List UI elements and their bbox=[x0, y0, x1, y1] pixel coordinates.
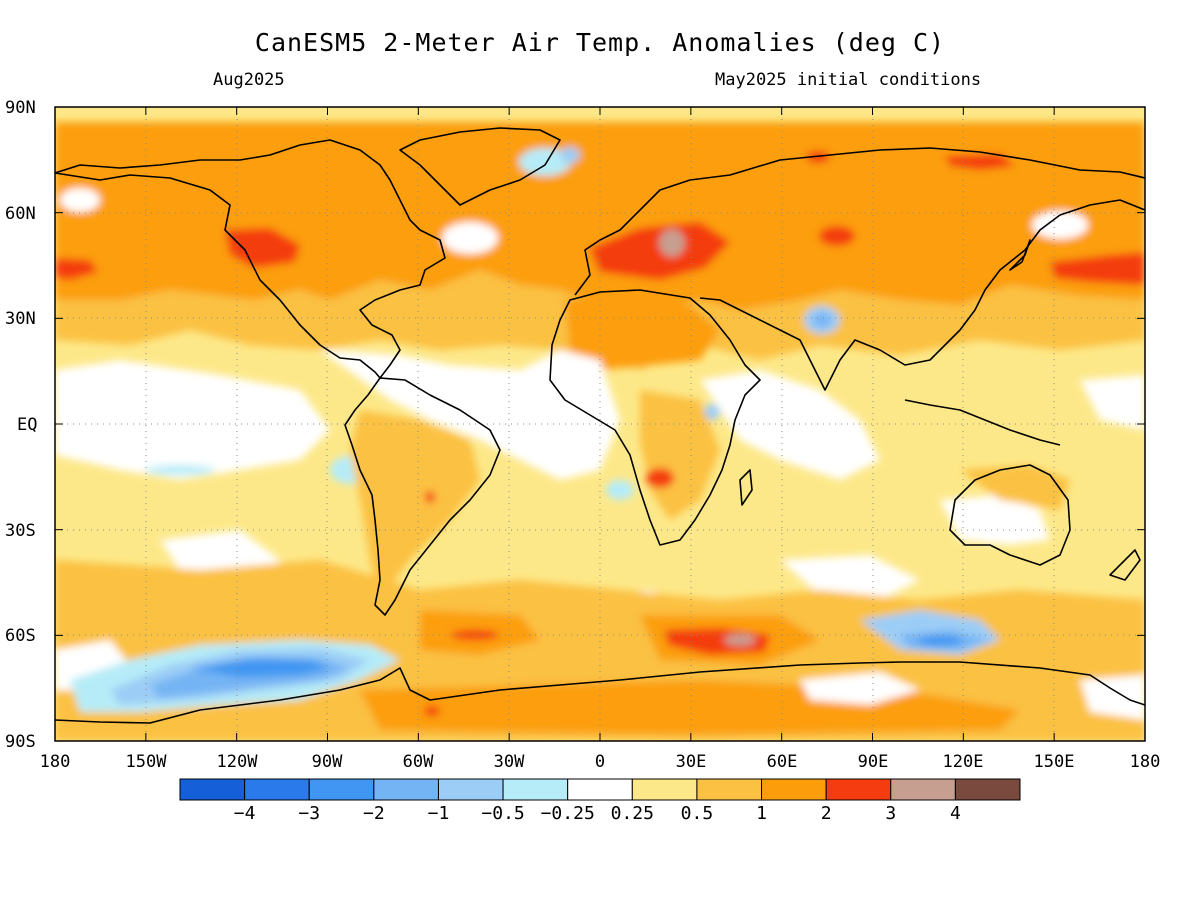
colorbar-swatch bbox=[954, 778, 1021, 801]
colorbar-label: 4 bbox=[950, 803, 961, 824]
colorbar-label: −1 bbox=[428, 803, 450, 824]
lat-label-90n: 90N bbox=[5, 98, 36, 118]
colorbar-swatch bbox=[761, 778, 827, 801]
lon-label-60e: 60E bbox=[767, 752, 798, 772]
lon-label-180e: 180 bbox=[1130, 752, 1161, 772]
lat-label-60n: 60N bbox=[5, 204, 36, 224]
lon-label-30e: 30E bbox=[676, 752, 707, 772]
forecast-month: Aug2025 bbox=[213, 70, 285, 90]
colorbar-label: 0.5 bbox=[681, 803, 714, 824]
colorbar-swatch bbox=[567, 778, 633, 801]
lon-label-150w: 150W bbox=[126, 752, 168, 772]
colorbar-swatch bbox=[179, 778, 246, 801]
lat-label-eq: EQ bbox=[17, 415, 37, 435]
colorbar-label: −2 bbox=[363, 803, 385, 824]
lon-label-0: 0 bbox=[595, 752, 605, 772]
lon-label-180w: 180 bbox=[40, 752, 71, 772]
lat-label-30n: 30N bbox=[5, 309, 36, 329]
colorbar-label: −0.25 bbox=[541, 803, 595, 824]
colorbar-label: −0.5 bbox=[481, 803, 524, 824]
colorbar-label: 3 bbox=[885, 803, 896, 824]
colorbar-swatch bbox=[437, 778, 504, 801]
colorbar-swatch bbox=[244, 778, 310, 801]
map-title: CanESM5 2-Meter Air Temp. Anomalies (deg… bbox=[254, 28, 946, 57]
colorbar-label: 2 bbox=[821, 803, 832, 824]
lon-label-90w: 90W bbox=[312, 752, 343, 772]
anomaly-field bbox=[55, 107, 1145, 741]
coastlines bbox=[55, 127, 1145, 724]
colorbar-swatch bbox=[890, 778, 956, 801]
lon-label-120w: 120W bbox=[217, 752, 259, 772]
colorbar-swatch bbox=[825, 778, 892, 801]
colorbar-label: −4 bbox=[234, 803, 256, 824]
lon-label-120e: 120E bbox=[943, 752, 984, 772]
longitude-axis: 180 150W 120W 90W 60W 30W 0 30E 60E 90E … bbox=[40, 752, 1161, 772]
colorbar-swatch bbox=[502, 778, 569, 801]
initial-conditions-label: May2025 initial conditions bbox=[715, 70, 982, 90]
colorbar-swatch bbox=[696, 778, 763, 801]
lon-label-90e: 90E bbox=[858, 752, 889, 772]
colorbar-swatch bbox=[631, 778, 698, 801]
colorbar-swatch bbox=[308, 778, 375, 801]
colorbar-label: 0.25 bbox=[611, 803, 654, 824]
lat-label-30s: 30S bbox=[5, 521, 36, 541]
latitude-axis: 90N 60N 30N EQ 30S 60S 90S bbox=[5, 98, 37, 752]
colorbar-label: −3 bbox=[298, 803, 320, 824]
lon-label-60w: 60W bbox=[403, 752, 434, 772]
colorbar-label: 1 bbox=[756, 803, 767, 824]
lat-label-60s: 60S bbox=[5, 626, 36, 646]
lat-label-90s: 90S bbox=[5, 732, 36, 752]
lon-label-150e: 150E bbox=[1034, 752, 1075, 772]
lon-label-30w: 30W bbox=[494, 752, 525, 772]
colorbar: −4 −3 −2 −1 −0.5 −0.25 0.25 0.5 1 2 3 4 bbox=[179, 778, 1021, 824]
colorbar-swatch bbox=[373, 778, 439, 801]
